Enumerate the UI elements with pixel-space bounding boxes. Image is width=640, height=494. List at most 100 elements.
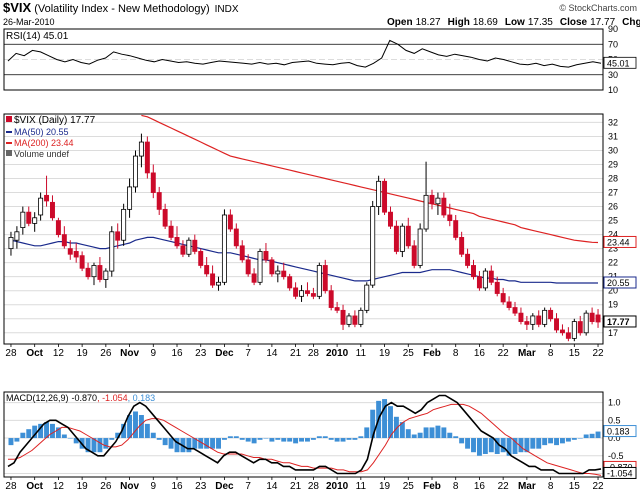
macd-histogram-bar — [518, 438, 524, 453]
ohlc-high: 18.69 — [473, 17, 498, 28]
macd-histogram-bar — [216, 438, 221, 449]
macd-histogram-bar — [370, 409, 376, 439]
x-axis-bottom-label: Dec — [215, 481, 234, 492]
macd-histogram-bar — [233, 436, 239, 439]
candle-body — [138, 141, 144, 157]
ma200-legend: MA(200) 23.44 — [14, 138, 74, 148]
macd-histogram-bar — [465, 438, 471, 449]
macd-histogram-bar — [192, 438, 198, 449]
candle-body — [316, 265, 322, 297]
macd-histogram-bar — [32, 425, 38, 439]
candle-body — [73, 251, 79, 258]
price-tick-label: 25 — [608, 216, 618, 226]
macd-histogram-bar — [554, 438, 559, 446]
rsi-value-tag — [603, 56, 637, 69]
macd-label-signal: , -1.054 — [97, 393, 128, 403]
candle-body — [115, 231, 121, 241]
macd-histogram-bar — [471, 438, 476, 453]
macd-histogram-bar — [103, 438, 109, 449]
ohlc-high-label: High — [448, 17, 470, 28]
macd-histogram-bar — [488, 438, 494, 453]
price-tick-label: 29 — [608, 159, 618, 169]
macd-histogram-bar — [239, 438, 245, 440]
candle-body — [109, 231, 115, 272]
x-axis-top-label: 9 — [151, 348, 157, 359]
candle-body — [127, 186, 133, 210]
macd-histogram-bar — [115, 432, 121, 439]
macd-histogram-bar — [358, 436, 364, 439]
macd-histogram-bar — [417, 432, 423, 439]
candle-body — [494, 281, 500, 294]
candle-body — [536, 315, 542, 325]
x-axis-bottom-label: 2010 — [326, 481, 349, 492]
candle-body — [150, 172, 156, 193]
x-axis-bottom-label: 22 — [592, 481, 604, 492]
candle-body — [589, 312, 595, 322]
candle-body — [322, 265, 328, 292]
macd-histogram-bar — [275, 438, 281, 440]
symbol: $VIX — [3, 0, 32, 15]
candle-body — [405, 225, 411, 247]
x-axis-top-label: 16 — [171, 348, 183, 359]
macd-histogram-bar — [97, 438, 103, 453]
rsi-value-tag-text: 45.01 — [607, 58, 630, 68]
x-axis-top-label: Mar — [518, 348, 536, 359]
candle-body — [500, 293, 506, 303]
candle-body — [304, 290, 310, 294]
x-axis-top-label: 25 — [403, 348, 415, 359]
price-legend-title: $VIX (Daily) 17.77 — [14, 115, 96, 126]
hist-value-tag — [603, 425, 637, 438]
x-axis-top-label: 26 — [100, 348, 112, 359]
symbol-name: (Volatility Index - New Methodology) — [34, 3, 209, 15]
candle-body — [542, 309, 548, 325]
macd-tick-label: 0.5 — [608, 415, 621, 425]
x-axis-top-label: 28 — [308, 348, 320, 359]
x-axis-top-label: 8 — [453, 348, 459, 359]
macd-histogram-bar — [506, 438, 512, 456]
x-axis-bottom-label: 25 — [403, 481, 415, 492]
candle-body — [435, 197, 441, 205]
candle-body — [340, 309, 346, 325]
candle-body — [227, 214, 233, 230]
macd-histogram-bar — [382, 399, 388, 439]
candle-body — [121, 208, 127, 241]
candle-body — [44, 194, 50, 202]
ma50-line — [10, 236, 598, 284]
ma200-value-tag-text: 23.44 — [607, 237, 630, 247]
candle-body — [310, 293, 316, 297]
x-axis-bottom-label: 7 — [245, 481, 251, 492]
candle-body — [583, 312, 589, 334]
macd-histogram-bar — [221, 438, 227, 440]
price-panel-frame — [3, 113, 604, 345]
candle-body — [38, 197, 44, 216]
candle-body — [393, 225, 399, 252]
candle-body — [417, 228, 423, 266]
macd-histogram-bar — [447, 432, 453, 439]
candle-body — [346, 315, 352, 325]
macd-histogram-bar — [459, 438, 465, 444]
candle-body — [281, 270, 287, 278]
macd-histogram-bar — [577, 438, 583, 439]
macd-histogram-bar — [328, 438, 334, 440]
macd-histogram-bar — [20, 432, 26, 439]
macd-histogram-bar — [536, 438, 542, 449]
candle-body — [482, 270, 488, 289]
x-axis-bottom-label: 14 — [266, 481, 278, 492]
candle-body — [174, 237, 180, 247]
candle-body — [192, 239, 198, 252]
ohlc-close: 17.77 — [590, 17, 615, 28]
candle-body — [554, 318, 560, 331]
candle-body — [571, 321, 577, 339]
macd-histogram-bar — [310, 438, 316, 440]
candle-body — [67, 248, 73, 255]
macd-histogram-bar — [26, 429, 32, 439]
macd-histogram-bar — [186, 438, 192, 453]
ohlc-low: 17.35 — [528, 17, 553, 28]
price-tick-label: 20 — [608, 286, 618, 296]
hist-value-tag-text: 0.183 — [607, 427, 630, 437]
x-axis-bottom-label: Oct — [26, 481, 43, 492]
signal-value-tag-text: -1.054 — [607, 468, 633, 478]
close-value-tag-text: 17.77 — [607, 317, 630, 327]
macd-tick-label: -0.5 — [608, 451, 624, 461]
ma50-legend: MA(50) 20.55 — [14, 127, 69, 137]
